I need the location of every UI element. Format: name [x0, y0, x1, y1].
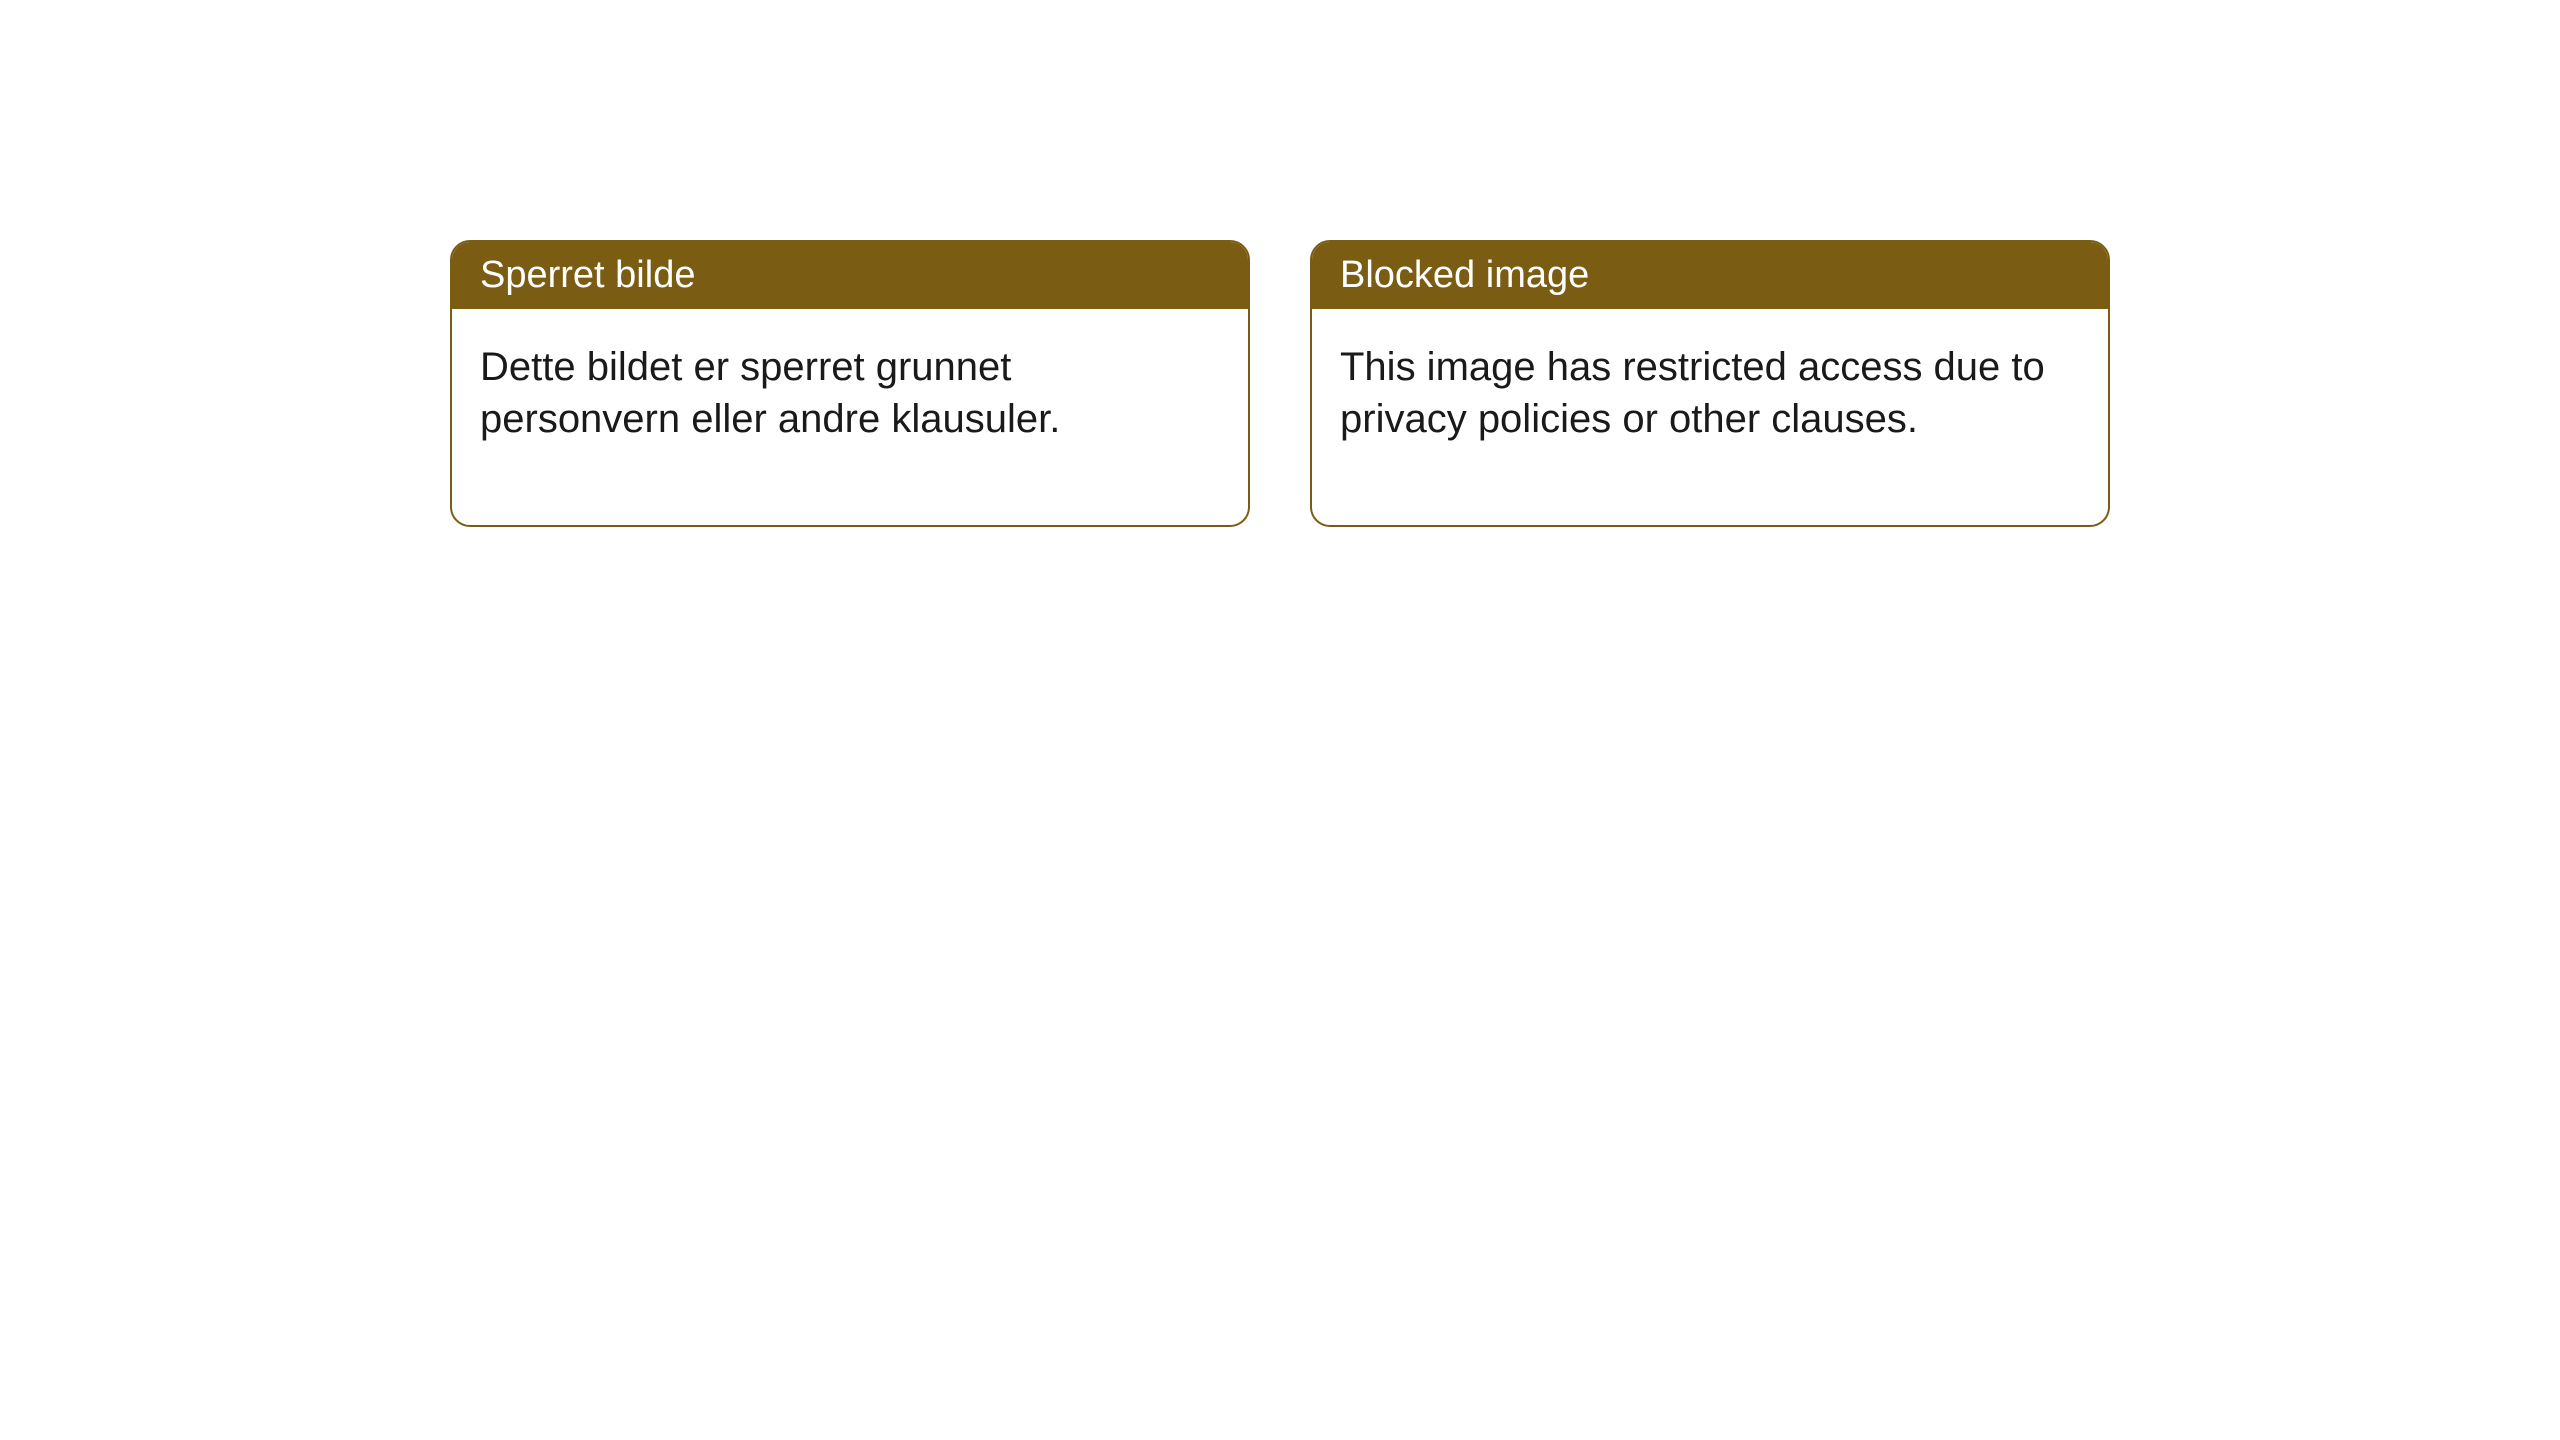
card-title: Sperret bilde — [480, 254, 695, 296]
card-body: This image has restricted access due to … — [1312, 309, 2108, 525]
notice-card-english: Blocked image This image has restricted … — [1310, 240, 2110, 527]
notice-card-norwegian: Sperret bilde Dette bildet er sperret gr… — [450, 240, 1250, 527]
card-body-text: Dette bildet er sperret grunnet personve… — [480, 345, 1060, 441]
card-header: Sperret bilde — [452, 242, 1248, 309]
notice-container: Sperret bilde Dette bildet er sperret gr… — [450, 240, 2110, 527]
card-header: Blocked image — [1312, 242, 2108, 309]
card-body: Dette bildet er sperret grunnet personve… — [452, 309, 1248, 525]
card-body-text: This image has restricted access due to … — [1340, 345, 2045, 441]
card-title: Blocked image — [1340, 254, 1589, 296]
